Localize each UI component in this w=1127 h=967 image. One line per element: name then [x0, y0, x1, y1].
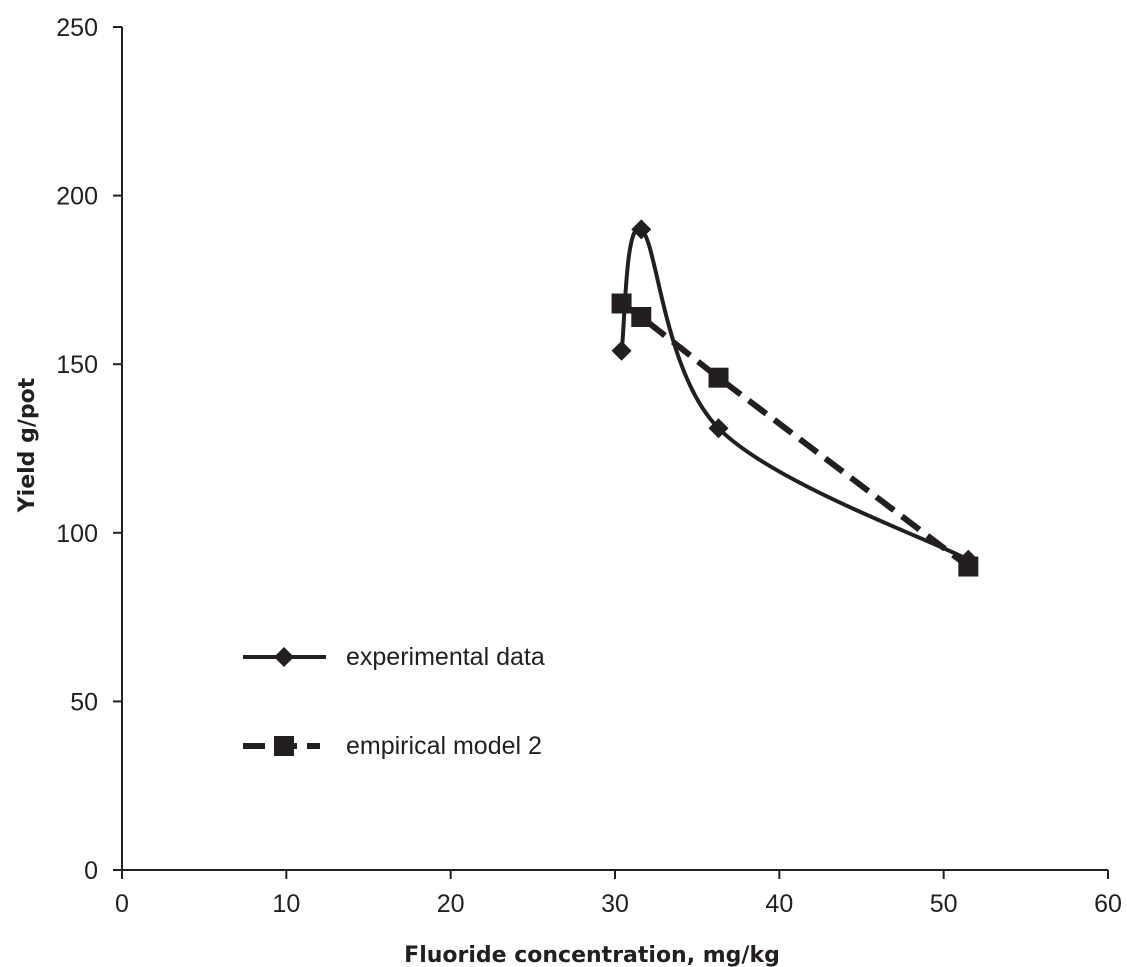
x-tick-label: 50 — [930, 890, 958, 918]
series-line-experimental-data — [619, 226, 970, 562]
x-axis-title: Fluoride concentration, mg/kg — [404, 943, 780, 967]
y-tick-label: 250 — [56, 14, 98, 42]
y-axis-title: Yield g/pot — [15, 377, 40, 513]
x-tick-label: 10 — [272, 890, 300, 918]
x-tick-label: 60 — [1094, 890, 1122, 918]
y-tick-label: 100 — [56, 520, 98, 548]
legend: experimental data empirical model 2 — [243, 643, 545, 760]
series-experimental-data — [611, 219, 979, 570]
data-point-experimental-data — [708, 418, 729, 439]
legend-item-experimental-data: experimental data — [243, 643, 545, 671]
x-tick-label: 0 — [115, 890, 129, 918]
axes — [121, 27, 1108, 871]
series-layer — [611, 219, 979, 577]
x-ticks: 0 10 20 30 40 50 60 — [115, 870, 1122, 918]
y-tick-label: 200 — [56, 183, 98, 211]
data-point-empirical-model-2 — [611, 293, 632, 314]
data-point-empirical-model-2 — [958, 556, 979, 577]
x-tick-label: 20 — [437, 890, 465, 918]
y-tick-label: 0 — [84, 857, 98, 885]
legend-marker-experimental-data — [274, 647, 294, 667]
legend-label-experimental-data: experimental data — [346, 643, 545, 671]
data-point-experimental-data — [631, 219, 652, 240]
data-point-experimental-data — [611, 340, 632, 361]
data-point-empirical-model-2 — [631, 306, 652, 327]
x-tick-label: 30 — [601, 890, 629, 918]
legend-marker-empirical-model-2 — [274, 736, 294, 756]
data-point-empirical-model-2 — [708, 367, 729, 388]
y-tick-label: 50 — [70, 688, 98, 716]
legend-label-empirical-model-2: empirical model 2 — [346, 732, 542, 760]
legend-item-empirical-model-2: empirical model 2 — [243, 732, 542, 760]
y-tick-label: 150 — [56, 351, 98, 379]
y-ticks: 0 50 100 150 200 250 — [56, 14, 122, 885]
series-empirical-model-2 — [611, 293, 979, 577]
x-tick-label: 40 — [765, 890, 793, 918]
series-line-empirical-model-2 — [619, 301, 971, 569]
